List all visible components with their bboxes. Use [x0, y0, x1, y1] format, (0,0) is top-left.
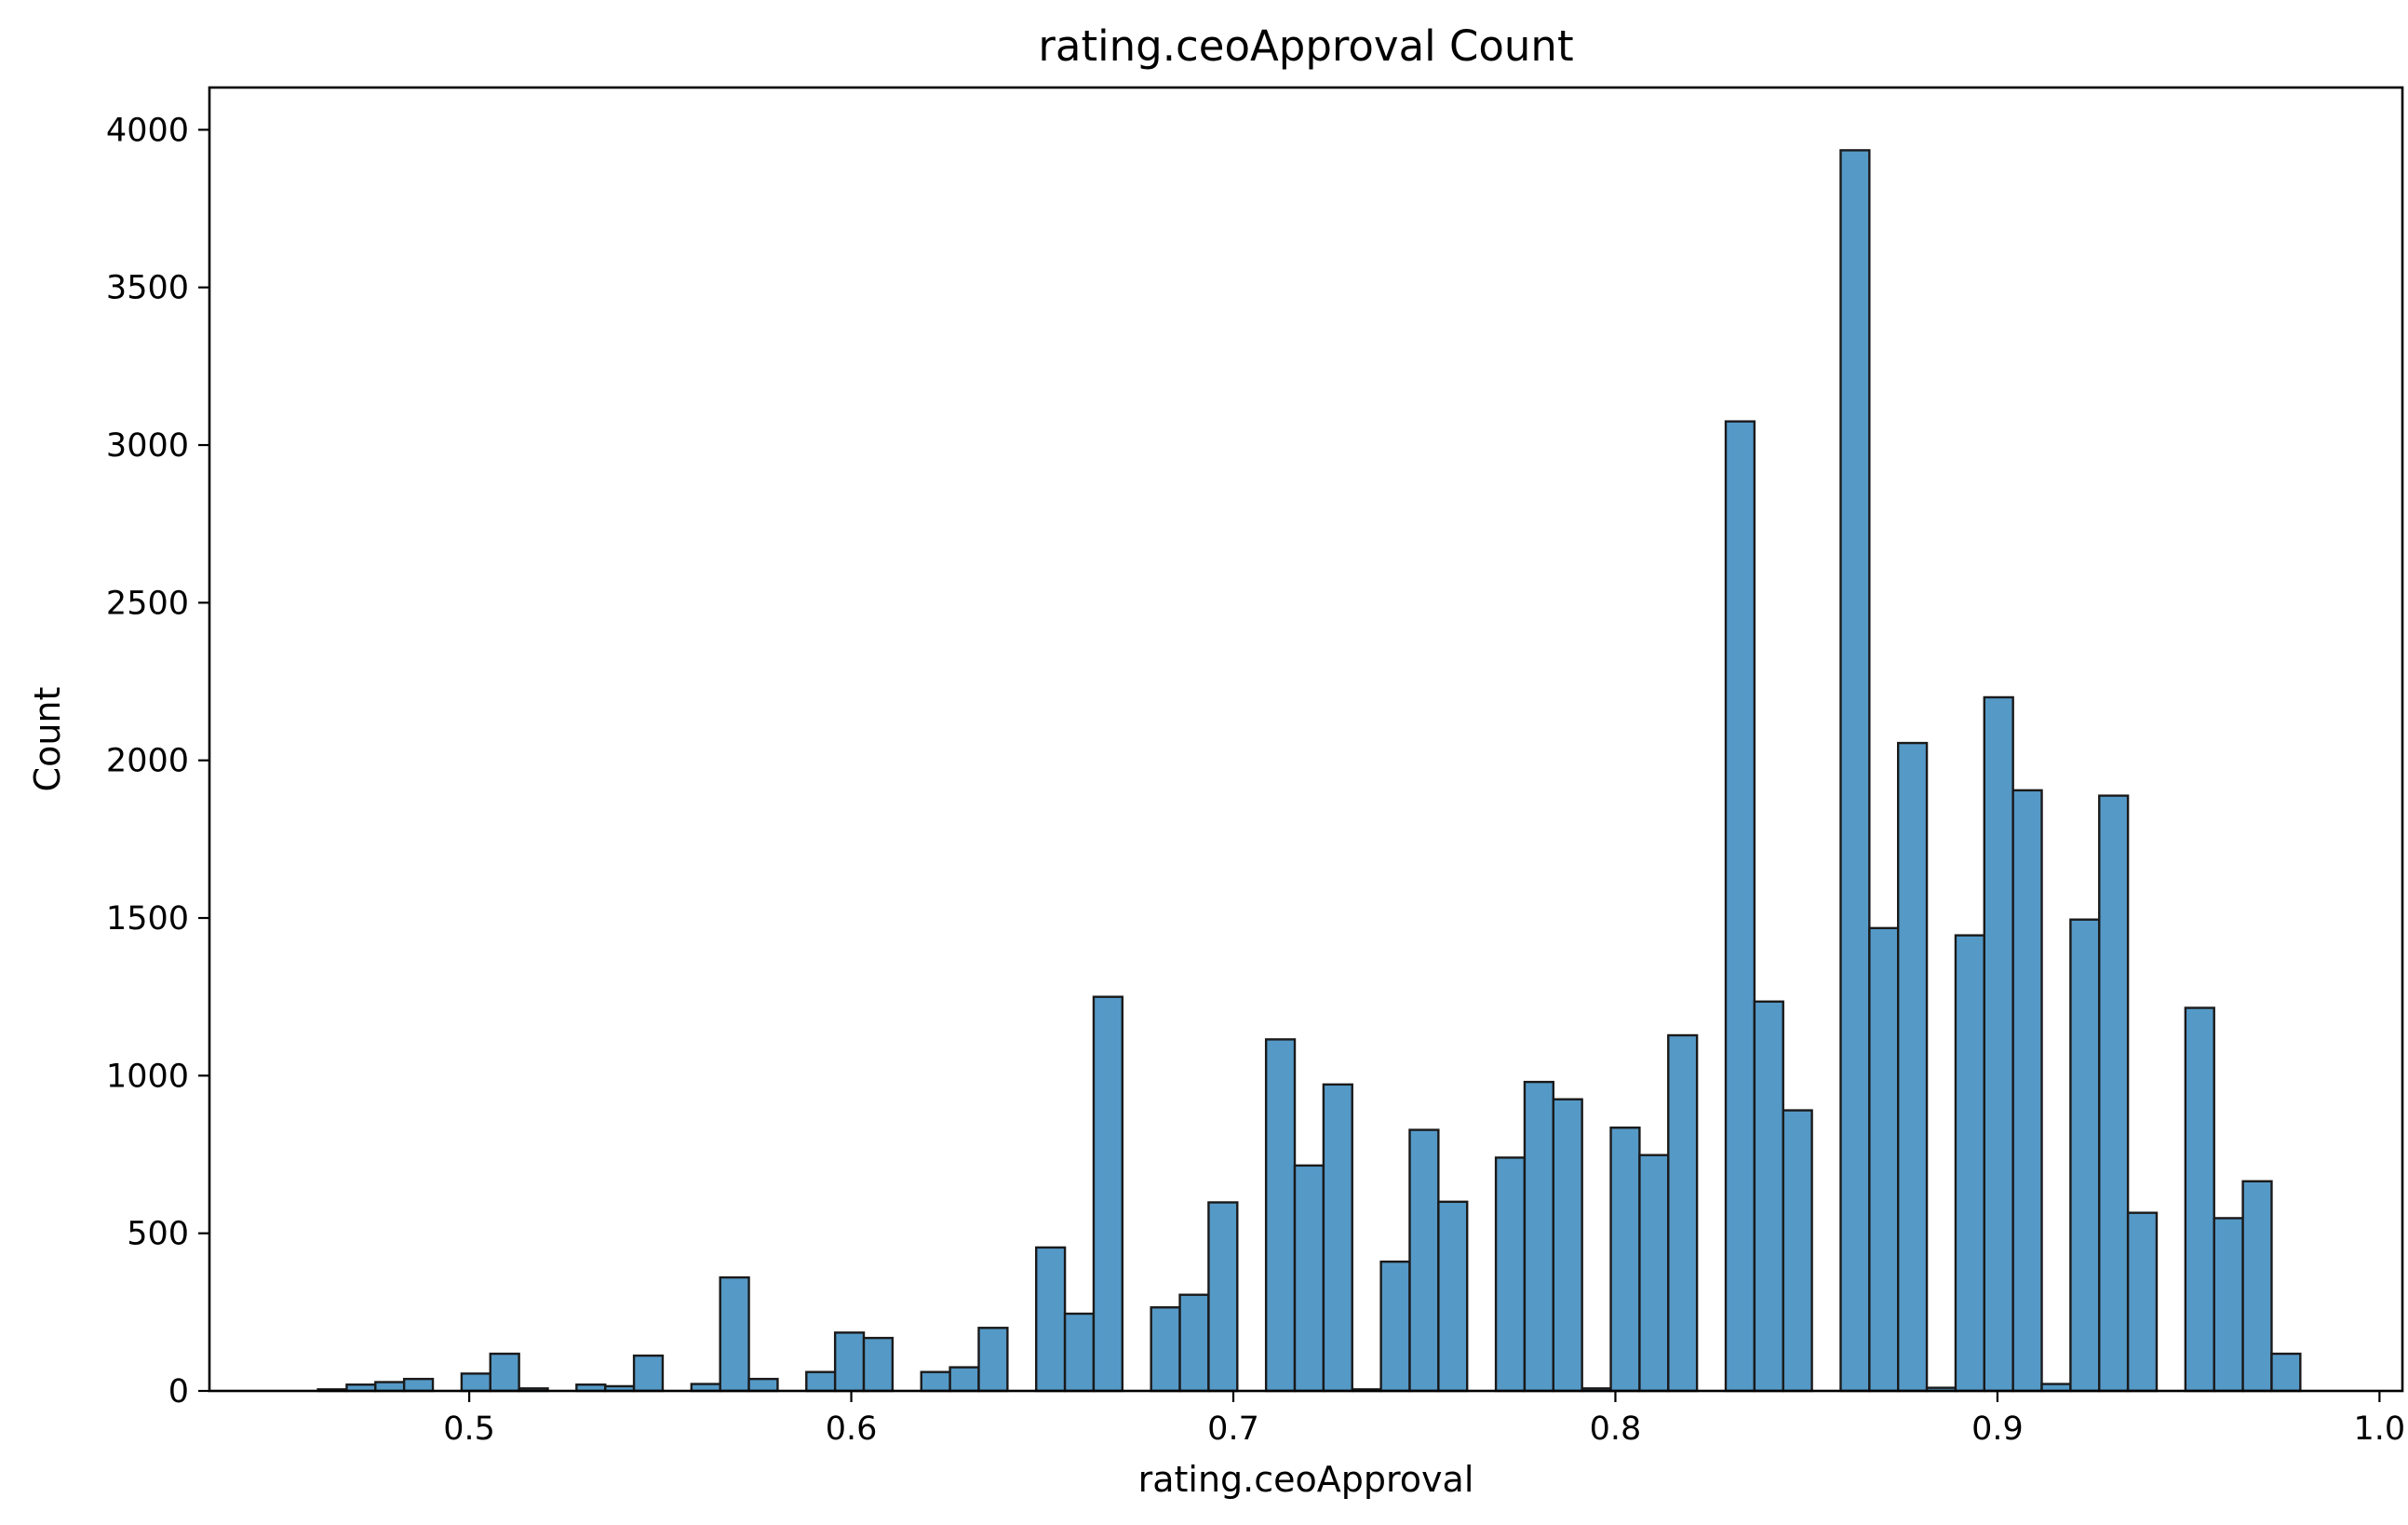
histogram-bar	[1954, 934, 1986, 1393]
histogram-bar	[1868, 926, 1900, 1393]
x-tick-label: 1.0	[2354, 1410, 2406, 1448]
plot-frame	[208, 86, 2404, 1393]
histogram-bar	[2184, 1006, 2215, 1393]
y-tick-label: 3000	[106, 427, 189, 465]
x-tick-label: 0.5	[443, 1410, 495, 1448]
y-tick-label: 1500	[106, 900, 189, 938]
histogram-bar	[805, 1370, 837, 1393]
histogram-bar	[2241, 1180, 2273, 1393]
y-tick-label: 1000	[106, 1058, 189, 1095]
histogram-bar	[1035, 1246, 1067, 1393]
chart-title: rating.ceoApproval Count	[1038, 21, 1573, 71]
y-tick-label: 4000	[106, 112, 189, 149]
bars-group	[316, 149, 2302, 1393]
histogram-bar	[2213, 1217, 2244, 1393]
histogram-bar	[1667, 1033, 1699, 1393]
histogram-bar	[2011, 789, 2043, 1393]
histogram-bar	[1494, 1156, 1527, 1393]
histogram-bar	[1552, 1098, 1583, 1393]
histogram-bar	[489, 1352, 520, 1393]
histogram-bar	[1782, 1109, 1813, 1393]
histogram-bar	[1293, 1164, 1325, 1393]
histogram-bar	[1178, 1293, 1210, 1393]
x-tick-label: 0.9	[1971, 1410, 2024, 1448]
histogram-bar	[1638, 1154, 1670, 1393]
histogram-bar	[460, 1372, 491, 1393]
histogram-bar	[1523, 1080, 1555, 1393]
y-axis: 0 500 1000 1500 2000 2500 3000 3500 4000	[106, 112, 209, 1410]
x-tick-label: 0.6	[826, 1410, 878, 1448]
histogram-bar	[948, 1366, 980, 1393]
x-axis-label: rating.ceoApproval	[1138, 1459, 1474, 1500]
histogram-bar	[977, 1327, 1009, 1393]
y-tick-label: 0	[168, 1373, 189, 1410]
histogram-bar	[1379, 1260, 1411, 1393]
histogram-bar	[2069, 918, 2101, 1393]
histogram-bar	[862, 1336, 895, 1393]
histogram-bar	[1437, 1200, 1469, 1393]
histogram-bar	[2126, 1211, 2159, 1393]
histogram-bar	[402, 1377, 435, 1393]
histogram-bar	[2098, 794, 2130, 1393]
histogram-bar	[2270, 1352, 2302, 1393]
histogram-bar	[1063, 1312, 1096, 1393]
histogram-bar	[632, 1354, 665, 1393]
histogram-bar	[1839, 149, 1871, 1393]
histogram-bar	[374, 1381, 406, 1393]
y-axis-label: Count	[27, 687, 68, 792]
histogram-bar	[1092, 995, 1124, 1393]
histogram-bar	[833, 1331, 866, 1393]
histogram-bar	[1983, 695, 2014, 1393]
histogram-bar	[1322, 1083, 1353, 1393]
histogram-bar	[1408, 1128, 1440, 1393]
x-tick-label: 0.7	[1207, 1410, 1259, 1448]
histogram-bar	[747, 1377, 779, 1393]
histogram-bar	[1724, 420, 1756, 1393]
histogram-bar	[920, 1370, 951, 1393]
y-tick-label: 3500	[106, 270, 189, 307]
y-tick-label: 2000	[106, 743, 189, 780]
x-axis: 0.5 0.6 0.7 0.8 0.9 1.0	[443, 1391, 2405, 1448]
histogram-bar	[1753, 1000, 1784, 1393]
histogram-bar	[1150, 1306, 1181, 1393]
histogram-bar	[1264, 1038, 1297, 1393]
histogram-bar	[1207, 1201, 1239, 1393]
y-tick-label: 2500	[106, 585, 189, 622]
histogram-bar	[1897, 741, 1929, 1393]
histogram-bar	[1609, 1127, 1641, 1393]
y-tick-label: 500	[127, 1216, 189, 1253]
x-tick-label: 0.8	[1590, 1410, 1642, 1448]
histogram-bar	[719, 1275, 750, 1393]
